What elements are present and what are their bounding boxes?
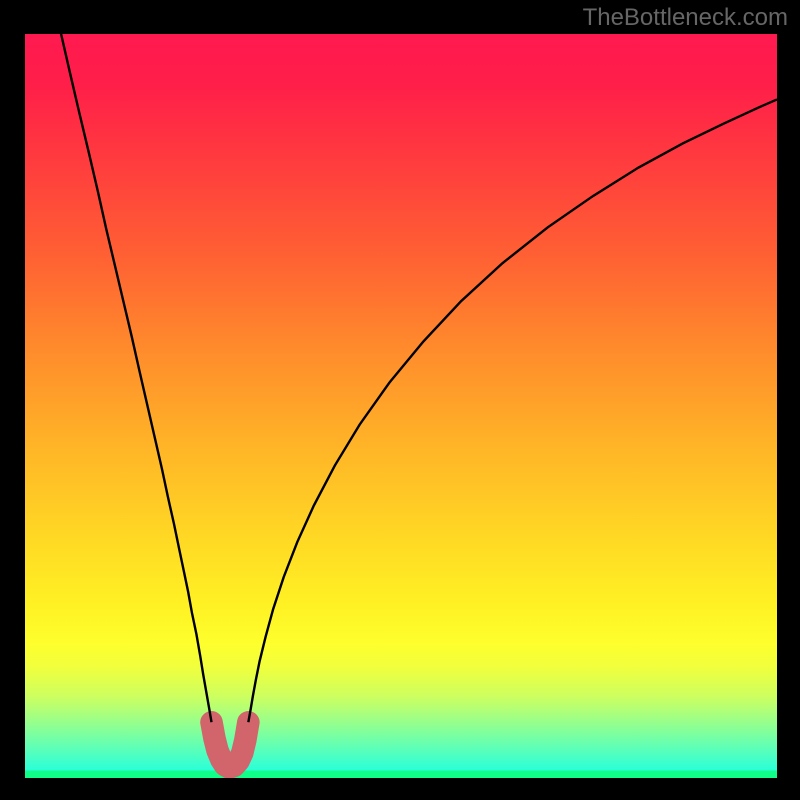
baseline-green-strip	[25, 771, 777, 778]
chart-background	[25, 34, 777, 778]
plot-area	[25, 34, 777, 778]
watermark-text: TheBottleneck.com	[583, 4, 788, 32]
frame: TheBottleneck.com	[0, 0, 800, 800]
chart-svg	[25, 34, 777, 778]
